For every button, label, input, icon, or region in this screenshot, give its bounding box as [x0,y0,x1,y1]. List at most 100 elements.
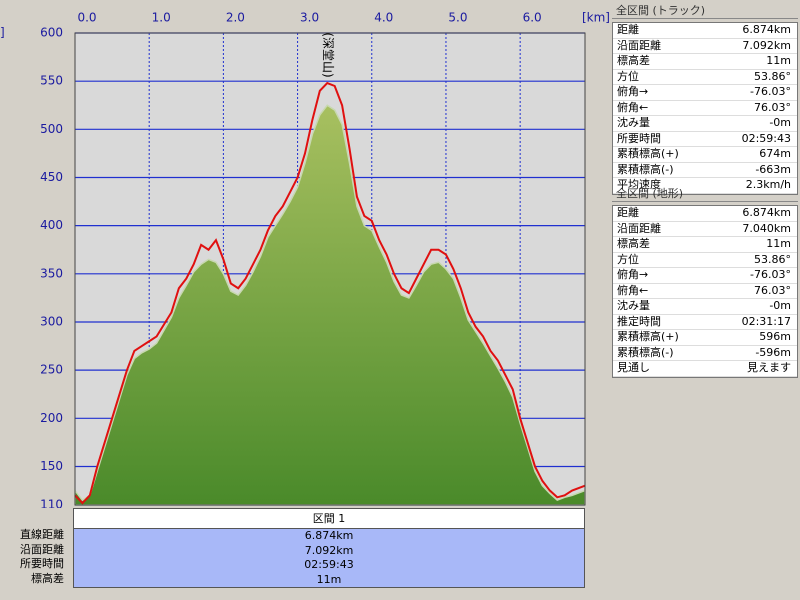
panel-row: 方位 53.86° [613,252,797,268]
panel-row: 沈み量 -0m [613,299,797,315]
plot-border [74,32,586,506]
row-label: 俯角← [617,100,649,114]
row-value: 596m [759,330,791,343]
track-panel: 全区間 (トラック) 距離 6.874km 沿面距離 7.092km 標高差 11m 方位 53… [612,3,798,195]
section-value: 7.092km [304,543,354,557]
panel-row: 方位 53.86° [613,69,797,85]
row-label: 距離 [617,23,639,36]
row-value: 76.03° [754,283,791,297]
y-tick-label: 110 [40,498,63,509]
panel-row: 沈み量 -0m [613,116,797,132]
panel-table: 距離 6.874km 沿面距離 7.040km 標高差 11m 方位 53.86° 俯角→ -76… [612,205,798,378]
panel-row: 俯角→ -76.03° [613,268,797,284]
row-label: 標高差 [617,54,650,67]
row-label: 沈み量 [617,299,650,312]
panel-row: 見通し 見えます [613,361,797,377]
panel-title: 全区間 (地形) [612,186,798,202]
row-value: -0m [769,299,791,312]
x-tick-label: 6.0 [523,11,542,25]
section-value: 11m [316,572,342,586]
section-body: 6.874km 7.092km 02:59:43 11m [73,529,585,588]
row-label: 方位 [617,69,639,83]
panel-row: 累積標高(-) -596m [613,345,797,361]
panel-row: 所要時間 02:59:43 [613,131,797,147]
y-tick-label: 200 [40,411,63,425]
row-label: 沈み量 [617,116,650,129]
row-value: 6.874km [742,23,791,36]
x-tick-label: 0.0 [77,11,96,25]
row-value: 7.040km [742,221,791,235]
row-value: -663m [755,162,791,176]
row-value: 53.86° [754,252,791,266]
row-value: 11m [766,54,791,67]
row-value: 2.3km/h [745,178,791,191]
panel-table: 距離 6.874km 沿面距離 7.092km 標高差 11m 方位 53.86° 俯角→ -76… [612,22,798,195]
track-line [74,81,586,505]
row-label: 距離 [617,206,639,219]
section-label: 標高差 [31,571,64,585]
row-value: 76.03° [754,100,791,114]
row-label: 累積標高(+) [617,147,679,160]
panel-row: 沿面距離 7.092km [613,38,797,54]
y-tick-label: 400 [40,218,63,232]
row-label: 累積標高(-) [617,345,674,359]
row-value: -596m [755,345,791,359]
row-label: 平均速度 [617,178,661,191]
section-title: 区間 1 [73,508,585,529]
x-tick-label: 5.0 [448,11,467,25]
section-value: 02:59:43 [304,558,354,571]
row-value: 02:31:17 [741,314,791,328]
panel-row: 累積標高(-) -663m [613,162,797,178]
row-value: 53.86° [754,69,791,83]
row-label: 累積標高(-) [617,162,674,176]
panel-row: 累積標高(+) 674m [613,147,797,163]
x-tick-label: 2.0 [226,11,245,25]
panel-row: 俯角→ -76.03° [613,85,797,101]
section-labels: 直線距離 沿面距離 所要時間 標高差 [0,528,64,586]
panel-row: 俯角← 76.03° [613,100,797,116]
y-tick-label: 150 [40,459,63,473]
y-tick-label: 250 [40,363,63,377]
row-label: 俯角← [617,283,649,297]
y-tick-label: 300 [40,314,63,328]
section-panel: 区間 1 6.874km 7.092km 02:59:43 11m [73,508,585,588]
row-label: 沿面距離 [617,38,661,52]
panel-row: 累積標高(+) 596m [613,330,797,346]
row-value: 見えます [747,361,791,374]
row-label: 所要時間 [617,131,661,145]
x-tick-label: 1.0 [152,11,171,25]
x-unit: [km] [582,11,610,25]
profile-chart: 110 150 200 250 300 350 400 450 500 550 600 0.0 1.0 2… [0,11,610,509]
row-label: 俯角→ [617,268,649,281]
x-tick-label: 3.0 [300,11,319,25]
panel-row: 標高差 11m [613,237,797,253]
y-unit: ] [0,26,5,40]
section-value: 6.874km [304,529,354,542]
y-tick-label: 600 [40,26,63,40]
row-label: 見通し [617,361,650,374]
section-label: 直線距離 [20,528,64,541]
row-label: 標高差 [617,237,650,250]
panel-row: 距離 6.874km [613,23,797,39]
row-label: 推定時間 [617,314,661,328]
row-value: 674m [759,147,791,160]
row-label: 俯角→ [617,85,649,98]
row-label: 沿面距離 [617,221,661,235]
row-value: -0m [769,116,791,129]
row-label: 方位 [617,252,639,266]
peak-label: (深堂山) [321,32,335,77]
panel-row: 推定時間 02:31:17 [613,314,797,330]
panel-row: 沿面距離 7.040km [613,221,797,237]
row-label: 累積標高(+) [617,330,679,343]
panel-row: 俯角← 76.03° [613,283,797,299]
x-tick-label: 4.0 [374,11,393,25]
section-label: 沿面距離 [20,542,64,556]
panel-title: 全区間 (トラック) [612,3,798,19]
y-tick-label: 350 [40,266,63,280]
terrain-area [74,104,586,506]
y-tick-label: 450 [40,170,63,184]
row-value: 02:59:43 [741,131,791,145]
section-label: 所要時間 [20,557,64,570]
y-tick-label: 500 [40,122,63,136]
